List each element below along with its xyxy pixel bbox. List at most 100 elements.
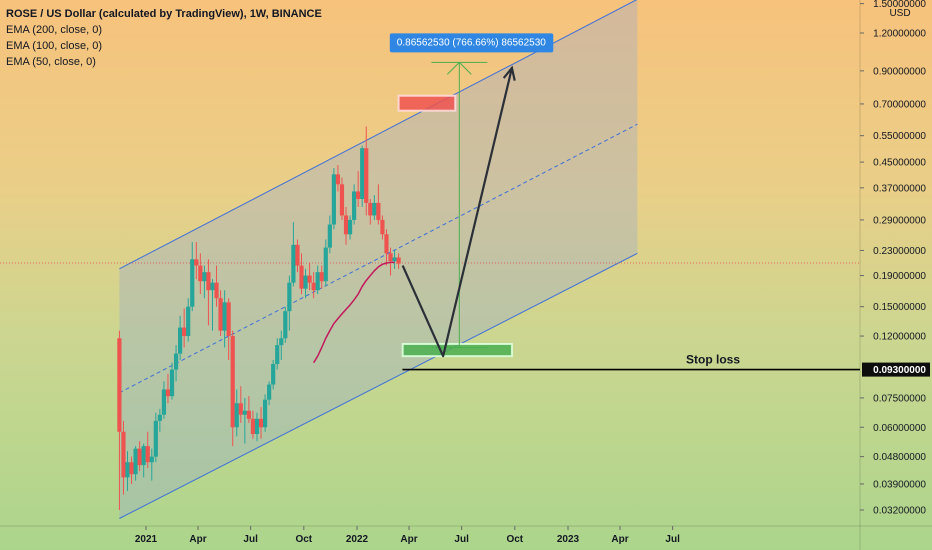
candle-body[interactable] [194, 259, 199, 266]
time-tick-label: Apr [189, 534, 206, 545]
candle-body[interactable] [117, 338, 122, 432]
candle-body[interactable] [250, 418, 256, 435]
candle-body[interactable] [388, 253, 393, 262]
candle-body[interactable] [331, 174, 336, 225]
candle-body[interactable] [238, 403, 243, 415]
candle-body[interactable] [178, 327, 183, 354]
candle-body[interactable] [315, 272, 320, 291]
candle-body[interactable] [319, 272, 324, 282]
candle-body[interactable] [182, 327, 187, 337]
candle-body[interactable] [190, 259, 195, 307]
candle-body[interactable] [299, 265, 304, 289]
price-tick-label: 0.15000000 [873, 302, 926, 313]
candle-body[interactable] [157, 414, 162, 421]
channel-mid-line[interactable] [119, 123, 638, 394]
candle-body[interactable] [230, 336, 235, 428]
candle-body[interactable] [307, 275, 312, 283]
indicator-ema-50[interactable]: EMA (50, close, 0) [6, 56, 96, 68]
candle-body[interactable] [335, 174, 341, 185]
target-zone[interactable] [397, 94, 457, 112]
candle-body[interactable] [234, 403, 239, 428]
candle-body[interactable] [222, 302, 227, 331]
candle-body[interactable] [141, 446, 146, 466]
price-tick-label: 1.50000000 [873, 0, 926, 10]
candle-body[interactable] [271, 364, 276, 385]
candle-body[interactable] [372, 202, 377, 216]
candle-body[interactable] [347, 219, 353, 235]
candle-body[interactable] [303, 275, 308, 289]
candle-body[interactable] [267, 384, 272, 400]
candle-body[interactable] [279, 338, 284, 346]
candle-body[interactable] [384, 234, 389, 254]
candle-body[interactable] [360, 148, 365, 199]
candle-body[interactable] [368, 202, 373, 216]
candle-body[interactable] [376, 202, 381, 220]
candle-body[interactable] [380, 219, 385, 235]
candle-body[interactable] [339, 184, 345, 216]
time-tick-label: Oct [506, 534, 523, 545]
candle-body[interactable] [343, 215, 349, 235]
candle-body[interactable] [364, 148, 369, 203]
projection-path[interactable] [401, 67, 513, 358]
candle-body[interactable] [165, 389, 171, 397]
candle-body[interactable] [392, 257, 397, 262]
candle-body[interactable] [275, 345, 280, 365]
candle-body[interactable] [295, 244, 300, 266]
entry-zone[interactable] [401, 342, 513, 358]
candle-body[interactable] [198, 265, 203, 282]
channel-lower-line[interactable] [119, 252, 638, 519]
candle-body[interactable] [169, 369, 175, 397]
candle-body[interactable] [206, 272, 211, 291]
candle-body[interactable] [149, 456, 154, 463]
candle-body[interactable] [137, 448, 142, 466]
price-tick-label: 0.12000000 [873, 332, 926, 343]
candle-body[interactable] [254, 418, 260, 435]
indicator-ema-100[interactable]: EMA (100, close, 0) [6, 40, 102, 52]
price-tick-label: 0.29000000 [873, 215, 926, 226]
candle-body[interactable] [145, 446, 150, 463]
candle-body[interactable] [226, 302, 231, 337]
price-tick-label: 0.90000000 [873, 66, 926, 77]
candle-body[interactable] [133, 448, 138, 475]
candle-body[interactable] [396, 257, 401, 264]
candle-body[interactable] [210, 282, 215, 291]
ema-50-line[interactable] [313, 261, 395, 364]
candle-body[interactable] [153, 420, 158, 457]
stop-loss-axis-badge[interactable] [862, 362, 930, 377]
candle-body[interactable] [186, 306, 191, 337]
candle-body[interactable] [218, 298, 223, 331]
measure-annotation-box[interactable] [389, 33, 554, 53]
candle-body[interactable] [323, 247, 328, 282]
candle-body[interactable] [125, 462, 130, 478]
projection-arrowhead [502, 65, 516, 81]
candle-body[interactable] [327, 224, 332, 248]
candle-body[interactable] [121, 431, 126, 478]
candle-body[interactable] [258, 418, 264, 428]
candle-body[interactable] [291, 244, 296, 283]
candle-body[interactable] [352, 191, 357, 220]
candle-body[interactable] [262, 399, 268, 428]
price-tick-label: 0.03900000 [873, 479, 926, 490]
candle-body[interactable] [202, 272, 207, 282]
candle-body[interactable] [129, 462, 134, 475]
candle-body[interactable] [356, 191, 361, 199]
candle-body[interactable] [173, 353, 179, 370]
candle-body[interactable] [161, 389, 167, 415]
candle-body[interactable] [246, 410, 251, 419]
time-tick-label: 2021 [135, 534, 158, 545]
price-tick-label: 0.03200000 [873, 506, 926, 517]
time-tick-label: Oct [295, 534, 312, 545]
candle-body[interactable] [283, 311, 288, 339]
indicator-ema-200[interactable]: EMA (200, close, 0) [6, 24, 102, 36]
measure-arrowhead [446, 61, 472, 75]
stop-loss-label: Stop loss [686, 353, 740, 367]
candle-body[interactable] [214, 282, 219, 299]
time-tick-label: Jul [243, 534, 258, 545]
price-tick-label: 0.45000000 [873, 158, 926, 169]
price-tick-label: 1.20000000 [873, 29, 926, 40]
candle-body[interactable] [311, 282, 316, 291]
candle-body[interactable] [242, 410, 247, 415]
candle-body[interactable] [287, 282, 292, 312]
